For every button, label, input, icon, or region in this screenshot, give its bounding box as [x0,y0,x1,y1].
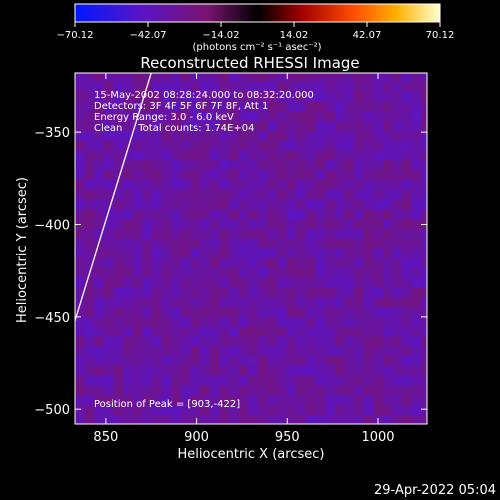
colorbar-tick-label: 70.12 [426,30,455,41]
clean-counts-label: Clean Total counts: 1.74E+04 [94,123,254,134]
detectors-label: Detectors: 3F 4F 5F 6F 7F 8F, Att 1 [94,101,268,112]
y-tick-label: −450 [34,311,70,326]
x-tick-label: 850 [93,430,118,445]
colorbar-tick-label: 42.07 [353,30,382,41]
peak-position-label: Position of Peak = [903,-422] [94,399,240,410]
colorbar-ticks: −70.12 −42.07 −14.02 14.02 42.07 70.12 [56,22,454,41]
x-tick-label: 950 [275,430,300,445]
x-tick-label: 1000 [361,430,394,445]
chart-title: Reconstructed RHESSI Image [140,54,359,72]
colorbar [74,3,441,23]
y-axis-label: Heliocentric Y (arcsec) [15,177,30,323]
heatmap-image [75,73,427,424]
colorbar-tick-label: −42.07 [129,30,166,41]
energy-range-label: Energy Range: 3.0 - 6.0 keV [94,112,234,123]
y-tick-label: −500 [34,403,70,418]
colorbar-tick-label: −70.12 [56,30,93,41]
colorbar-units: (photons cm⁻² s⁻¹ asec⁻²) [192,42,321,53]
colorbar-tick-label: −14.02 [203,30,240,41]
plot-frame [74,72,428,425]
footer-date: 29-Apr-2022 05:04 [374,483,496,498]
x-axis-label: Heliocentric X (arcsec) [178,447,325,462]
limb-line [75,73,152,321]
x-tick-label: 900 [184,430,209,445]
colorbar-tick-label: 14.02 [280,30,309,41]
time-range-label: 15-May-2002 08:28:24.000 to 08:32:20.000 [94,90,314,101]
y-tick-label: −350 [34,126,70,141]
y-tick-label: −400 [34,218,70,233]
axis-ticks: 850 900 950 1000 −350 −400 −450 −500 [34,73,427,445]
